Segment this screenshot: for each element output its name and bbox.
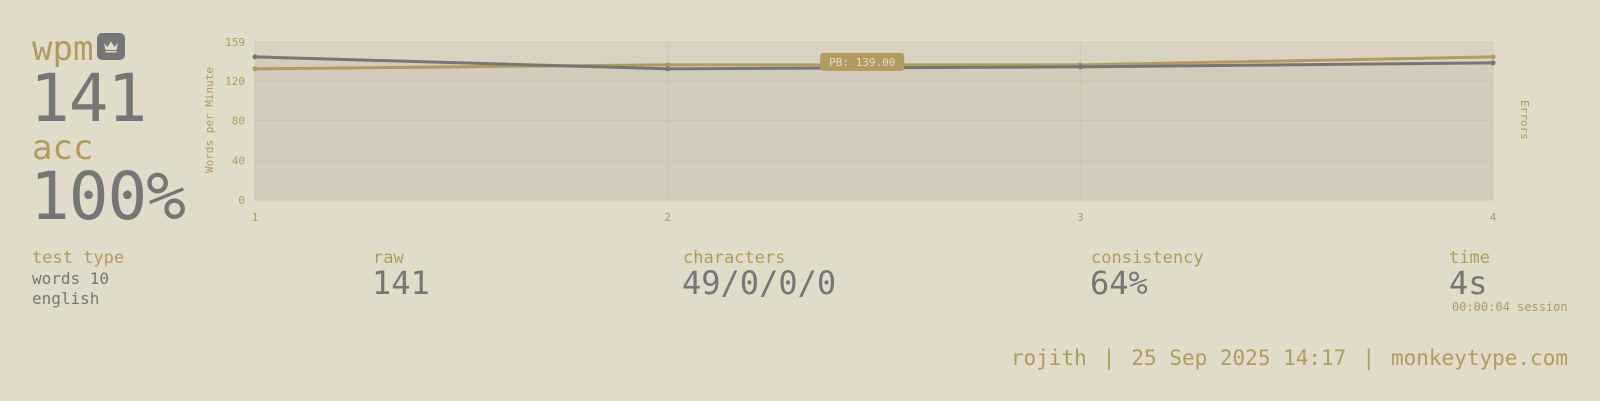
footer-separator: | xyxy=(1362,346,1375,370)
data-point[interactable] xyxy=(665,62,671,68)
acc-value: 100% xyxy=(30,158,186,235)
test-type-language[interactable]: english xyxy=(32,289,100,308)
pb-text: PB: 139.00 xyxy=(829,56,895,69)
time-value: 4s xyxy=(1449,264,1488,302)
session-time: 00:00:04 session xyxy=(1452,300,1568,314)
chart-ticks: 0 40 80 120 159 1 2 3 4 xyxy=(225,36,1497,224)
raw-value: 141 xyxy=(372,264,430,302)
footer-date: 25 Sep 2025 14:17 xyxy=(1131,346,1347,370)
footer-separator: | xyxy=(1102,346,1116,370)
chart-area-fill xyxy=(255,56,1493,200)
test-type-mode[interactable]: words 10 xyxy=(32,269,110,288)
x-tick-label: 4 xyxy=(1490,211,1497,224)
x-tick-label: 3 xyxy=(1077,211,1084,224)
pb-badge xyxy=(820,52,905,71)
x-tick-label: 2 xyxy=(664,211,671,224)
wpm-value: 141 xyxy=(30,60,147,137)
crown-icon[interactable] xyxy=(97,33,125,60)
footer: rojith | 25 Sep 2025 14:17 | monkeytype.… xyxy=(1011,346,1568,370)
raw-label: raw xyxy=(373,248,404,268)
acc-label: acc xyxy=(32,128,94,168)
x-tick-label: 1 xyxy=(252,211,259,224)
y-tick-label: 120 xyxy=(225,75,245,88)
y-tick-label: 80 xyxy=(232,115,245,128)
series-area xyxy=(255,56,1493,200)
y2-axis-label: Errors xyxy=(1518,100,1531,140)
data-point[interactable] xyxy=(1490,60,1496,66)
time-label: time xyxy=(1449,248,1490,268)
footer-site[interactable]: monkeytype.com xyxy=(1390,346,1568,370)
data-point[interactable] xyxy=(1077,64,1083,70)
crown-icon-glyph xyxy=(104,41,118,53)
consistency-label: consistency xyxy=(1091,248,1204,268)
y-axis-label: Words per Minute xyxy=(203,67,216,173)
characters-value: 49/0/0/0 xyxy=(682,264,837,302)
data-point[interactable] xyxy=(252,66,258,72)
data-point[interactable] xyxy=(252,54,258,60)
data-point[interactable] xyxy=(665,66,671,72)
characters-label: characters xyxy=(683,248,786,268)
consistency-value: 64% xyxy=(1090,264,1148,302)
data-point[interactable] xyxy=(1490,54,1496,60)
y-tick-label: 159 xyxy=(225,36,245,49)
test-type-label: test type xyxy=(32,248,125,268)
wpm-label: wpm xyxy=(32,29,94,69)
y-tick-label: 40 xyxy=(232,154,245,167)
y-tick-label: 0 xyxy=(238,194,245,207)
footer-username[interactable]: rojith xyxy=(1010,346,1087,370)
pb-annotation: PB: 139.00 xyxy=(820,52,905,71)
